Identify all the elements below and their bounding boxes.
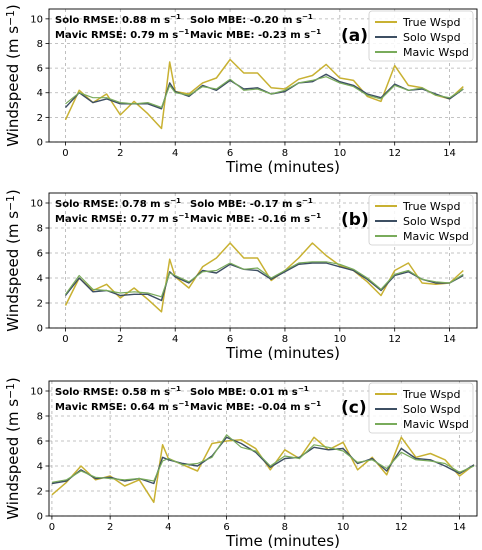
y-tick-label: 2 [37, 299, 43, 310]
legend-label: True Wspd [402, 16, 460, 29]
x-tick-label: 8 [282, 148, 288, 159]
y-axis-label: Windspeed (m s−1) [4, 377, 22, 520]
x-tick-label: 0 [62, 334, 68, 345]
y-tick-label: 2 [37, 113, 43, 124]
x-tick-label: 14 [443, 148, 456, 159]
y-axis-label: Windspeed (m s−1) [4, 4, 22, 147]
mavic-rmse-text: Mavic RMSE: 0.64 m s−1 [55, 399, 189, 413]
mavic-mbe-text: Mavic MBE: -0.16 m s−1 [190, 211, 321, 225]
solo-rmse-text: Solo RMSE: 0.78 m s−1 [55, 196, 181, 210]
x-tick-label: 4 [172, 334, 178, 345]
solo-rmse-text: Solo RMSE: 0.58 m s−1 [55, 384, 181, 398]
y-tick-label: 4 [37, 88, 43, 99]
x-tick-label: 6 [227, 148, 233, 159]
x-tick-label: 8 [282, 334, 288, 345]
mavic-rmse-text: Mavic RMSE: 0.77 m s−1 [55, 211, 189, 225]
legend-box [368, 10, 474, 62]
series-line-true-wspd [64, 242, 464, 313]
x-tick-label: 14 [453, 522, 466, 533]
series-line-mavic-wspd [51, 434, 475, 483]
y-tick-label: 6 [37, 249, 43, 260]
legend-label: Solo Wspd [403, 31, 461, 44]
y-tick-label: 0 [37, 324, 43, 335]
solo-mbe-text: Solo MBE: -0.17 m s−1 [190, 196, 313, 210]
x-axis-label: Time (minutes) [225, 158, 340, 176]
solo-mbe-text: Solo MBE: 0.01 m s−1 [190, 384, 309, 398]
y-tick-label: 10 [30, 14, 43, 25]
y-tick-label: 0 [37, 138, 43, 149]
legend-label: Mavic Wspd [403, 418, 469, 431]
y-tick-label: 8 [37, 39, 43, 50]
axes-frame [48, 192, 478, 329]
y-tick-label: 8 [37, 224, 43, 235]
mavic-mbe-text: Mavic MBE: -0.23 m s−1 [190, 27, 321, 41]
legend-label: Mavic Wspd [403, 46, 469, 59]
y-tick-label: 8 [37, 412, 43, 423]
series-line-true-wspd [51, 436, 475, 504]
x-tick-label: 10 [337, 522, 350, 533]
panel-label: (c) [341, 398, 367, 418]
x-tick-label: 8 [282, 522, 288, 533]
x-tick-label: 12 [395, 522, 408, 533]
y-tick-label: 4 [37, 274, 43, 285]
x-tick-label: 12 [388, 148, 401, 159]
x-tick-label: 10 [333, 334, 346, 345]
y-tick-label: 6 [37, 64, 43, 75]
legend-label: Solo Wspd [403, 403, 461, 416]
x-axis-label: Time (minutes) [225, 532, 340, 550]
legend-label: True Wspd [402, 200, 460, 213]
solo-mbe-text: Solo MBE: -0.20 m s−1 [190, 12, 313, 26]
series-line-mavic-wspd [65, 76, 464, 109]
solo-rmse-text: Solo RMSE: 0.88 m s−1 [55, 12, 181, 26]
y-tick-label: 2 [37, 487, 43, 498]
legend-label: Mavic Wspd [403, 230, 469, 243]
legend-box [368, 382, 474, 434]
mavic-rmse-text: Mavic RMSE: 0.79 m s−1 [55, 27, 189, 41]
axes-frame [48, 380, 478, 517]
axes-frame [48, 8, 478, 143]
x-axis-label: Time (minutes) [225, 344, 340, 362]
y-tick-label: 4 [37, 462, 43, 473]
legend-label: True Wspd [402, 388, 460, 401]
legend-box [368, 194, 474, 246]
x-tick-label: 10 [333, 148, 346, 159]
panel-label: (b) [341, 210, 369, 230]
series-line-solo-wspd [51, 436, 475, 485]
y-tick-label: 10 [30, 199, 43, 210]
mavic-mbe-text: Mavic MBE: -0.04 m s−1 [190, 399, 321, 413]
panel-label: (a) [341, 26, 368, 46]
x-tick-label: 2 [107, 522, 113, 533]
x-tick-label: 12 [388, 334, 401, 345]
x-tick-label: 6 [223, 522, 229, 533]
series-line-true-wspd [64, 58, 464, 130]
series-line-mavic-wspd [65, 261, 464, 298]
series-line-solo-wspd [64, 262, 464, 302]
x-tick-label: 2 [117, 148, 123, 159]
y-tick-label: 0 [37, 512, 43, 523]
legend-label: Solo Wspd [403, 215, 461, 228]
x-tick-label: 4 [172, 148, 178, 159]
x-tick-label: 0 [49, 522, 55, 533]
x-tick-label: 0 [62, 148, 68, 159]
y-tick-label: 10 [30, 387, 43, 398]
x-tick-label: 14 [443, 334, 456, 345]
x-tick-label: 4 [165, 522, 171, 533]
x-tick-label: 6 [227, 334, 233, 345]
x-tick-label: 2 [117, 334, 123, 345]
y-axis-label: Windspeed (m s−1) [4, 189, 22, 332]
y-tick-label: 6 [37, 437, 43, 448]
